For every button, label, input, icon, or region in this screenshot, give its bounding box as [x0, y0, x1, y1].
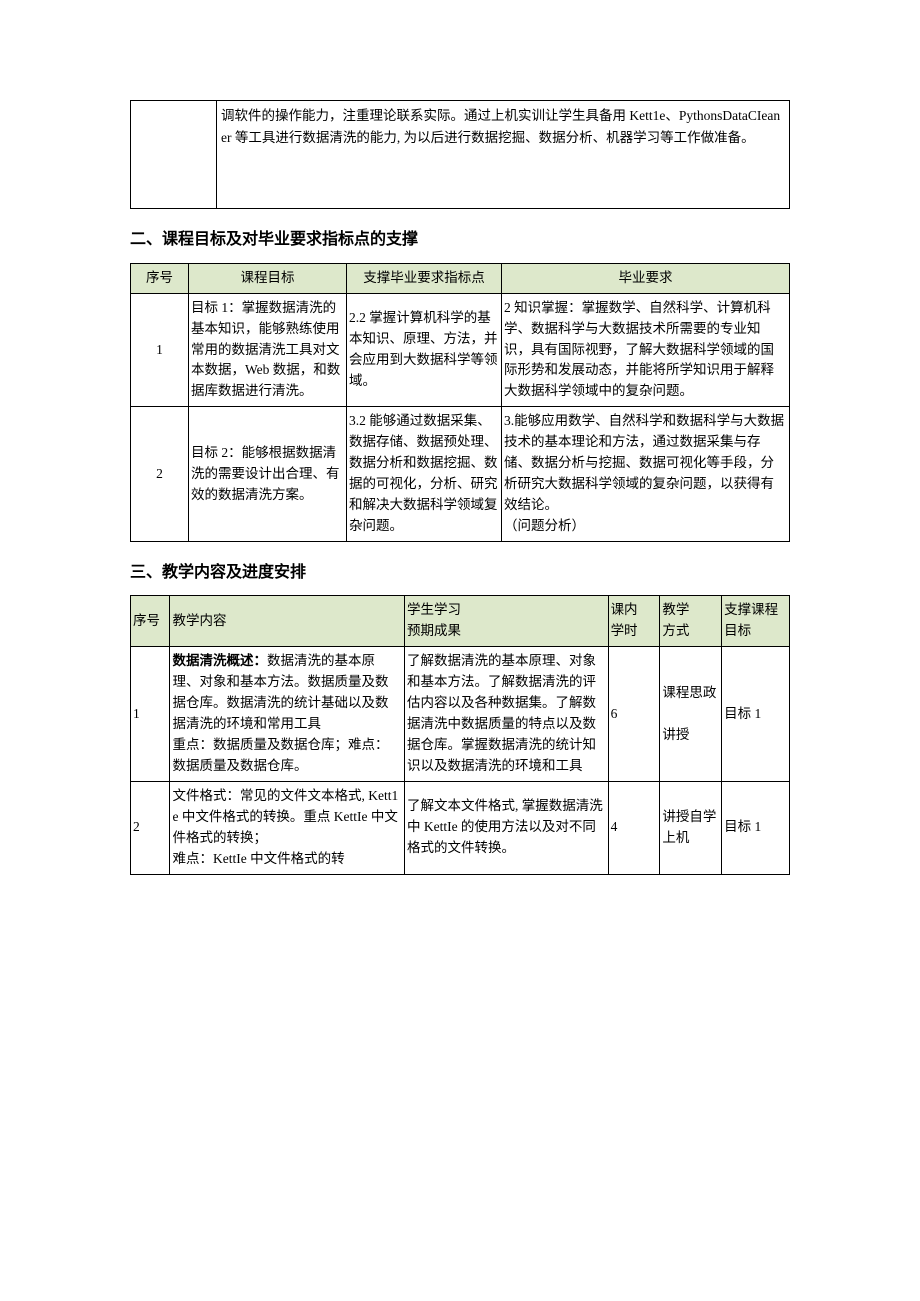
section-2-title: 二、课程目标及对毕业要求指标点的支撑 [130, 227, 790, 253]
cell-req: 3.能够应用数学、自然科学和数据科学与大数据技术的基本理论和方法，通过数据采集与… [502, 407, 790, 542]
schedule-table: 序号 教学内容 学生学习 预期成果 课内 学时 教学 方式 支撑课程目标 1 数… [130, 595, 790, 874]
col-mode: 教学 方式 [660, 596, 722, 647]
col-no: 序号 [131, 263, 189, 293]
cell-goal: 目标 1：掌握数据清洗的基本知识，能够熟练使用常用的数据清洗工具对文本数据，We… [189, 293, 347, 407]
document-page: 调软件的操作能力，注重理论联系实际。通过上机实训让学生具备用 Kett1e、Py… [0, 0, 920, 915]
cell-goal: 目标 2：能够根据数据清洗的需要设计出合理、有效的数据清洗方案。 [189, 407, 347, 542]
schedule-row: 2 文件格式：常见的文件文本格式, Kett1e 中文件格式的转换。重点 Ket… [131, 781, 790, 874]
col-goal: 课程目标 [189, 263, 347, 293]
objectives-row: 2 目标 2：能够根据数据清洗的需要设计出合理、有效的数据清洗方案。 3.2 能… [131, 407, 790, 542]
intro-text-cell: 调软件的操作能力，注重理论联系实际。通过上机实训让学生具备用 Kett1e、Py… [217, 101, 790, 209]
section-3-title: 三、教学内容及进度安排 [130, 560, 790, 586]
cell-no: 1 [131, 293, 189, 407]
col-support: 支撑课程目标 [722, 596, 790, 647]
cell-content: 文件格式：常见的文件文本格式, Kett1e 中文件格式的转换。重点 KettI… [170, 781, 404, 874]
objectives-header-row: 序号 课程目标 支撑毕业要求指标点 毕业要求 [131, 263, 790, 293]
objectives-row: 1 目标 1：掌握数据清洗的基本知识，能够熟练使用常用的数据清洗工具对文本数据，… [131, 293, 790, 407]
cell-req: 2 知识掌握：掌握数学、自然科学、计算机科学、数据科学与大数据技术所需要的专业知… [502, 293, 790, 407]
cell-no: 1 [131, 647, 170, 782]
col-hours: 课内 学时 [608, 596, 660, 647]
cell-support: 目标 1 [722, 781, 790, 874]
col-content: 教学内容 [170, 596, 404, 647]
cell-mode: 讲授自学上机 [660, 781, 722, 874]
content-bold: 数据清洗概述： [172, 653, 267, 668]
content-rest: 数据清洗的基本原理、对象和基本方法。数据质量及数据仓库。数据清洗的统计基础以及数… [172, 653, 388, 773]
cell-outcome: 了解文本文件格式, 掌握数据清洗中 KettIe 的使用方法以及对不同格式的文件… [404, 781, 608, 874]
col-req: 毕业要求 [502, 263, 790, 293]
cell-hours: 4 [608, 781, 660, 874]
cell-outcome: 了解数据清洗的基本原理、对象和基本方法。了解数据清洗的评估内容以及各种数据集。了… [404, 647, 608, 782]
objectives-table: 序号 课程目标 支撑毕业要求指标点 毕业要求 1 目标 1：掌握数据清洗的基本知… [130, 263, 790, 542]
content-rest: 文件格式：常见的文件文本格式, Kett1e 中文件格式的转换。重点 KettI… [172, 788, 398, 866]
col-support: 支撑毕业要求指标点 [347, 263, 502, 293]
intro-left-cell [131, 101, 217, 209]
schedule-header-row: 序号 教学内容 学生学习 预期成果 课内 学时 教学 方式 支撑课程目标 [131, 596, 790, 647]
cell-no: 2 [131, 407, 189, 542]
cell-no: 2 [131, 781, 170, 874]
intro-continuation-table: 调软件的操作能力，注重理论联系实际。通过上机实训让学生具备用 Kett1e、Py… [130, 100, 790, 209]
cell-hours: 6 [608, 647, 660, 782]
col-no: 序号 [131, 596, 170, 647]
col-outcome: 学生学习 预期成果 [404, 596, 608, 647]
cell-mode: 课程思政 讲授 [660, 647, 722, 782]
cell-support: 目标 1 [722, 647, 790, 782]
cell-support: 3.2 能够通过数据采集、数据存储、数据预处理、数据分析和数据挖掘、数据的可视化… [347, 407, 502, 542]
cell-content: 数据清洗概述：数据清洗的基本原理、对象和基本方法。数据质量及数据仓库。数据清洗的… [170, 647, 404, 782]
schedule-row: 1 数据清洗概述：数据清洗的基本原理、对象和基本方法。数据质量及数据仓库。数据清… [131, 647, 790, 782]
cell-support: 2.2 掌握计算机科学的基本知识、原理、方法，并会应用到大数据科学等领域。 [347, 293, 502, 407]
intro-text: 调软件的操作能力，注重理论联系实际。通过上机实训让学生具备用 Kett1e、Py… [221, 108, 780, 145]
